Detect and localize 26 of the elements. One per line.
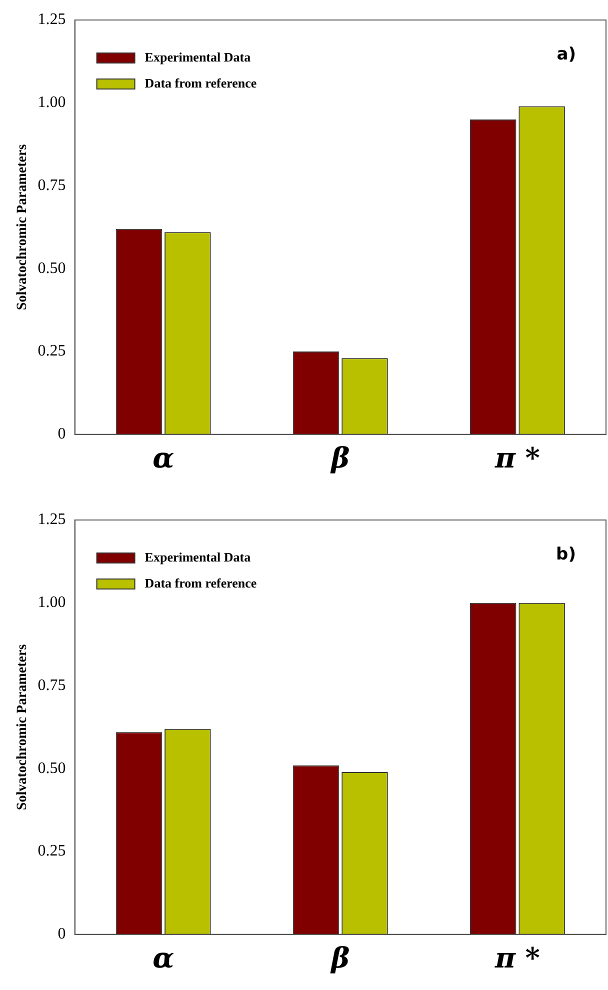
legend-label: Data from reference xyxy=(144,75,257,90)
x-tick-label: α xyxy=(152,441,174,474)
y-tick-label: 0.75 xyxy=(38,176,66,194)
y-axis-title: Solvatochromic Parameters xyxy=(15,644,30,810)
y-tick-label: 0 xyxy=(58,926,66,943)
y-tick-label: 1.00 xyxy=(38,594,66,612)
y-tick-label: 0.75 xyxy=(38,676,66,694)
x-tick-label: β xyxy=(330,941,350,974)
y-tick-label: 0.50 xyxy=(38,760,66,777)
annotation: b) xyxy=(556,544,576,564)
x-tick-label: π * xyxy=(494,941,540,974)
y-tick-label: 0.50 xyxy=(38,260,66,277)
x-tick-label: α xyxy=(152,941,174,974)
y-tick-label: 0.25 xyxy=(38,342,66,360)
legend-label: Experimental Data xyxy=(144,49,252,64)
x-tick-label: β xyxy=(330,441,350,474)
y-axis-title: Solvatochromic Parameters xyxy=(15,144,30,310)
annotation: a) xyxy=(556,44,576,64)
legend-label: Experimental Data xyxy=(144,549,252,564)
y-tick-label: 0 xyxy=(58,426,66,443)
y-tick-label: 1.25 xyxy=(38,11,66,28)
y-tick-label: 0.25 xyxy=(38,842,66,860)
y-tick-label: 1.25 xyxy=(38,511,66,528)
y-tick-label: 1.00 xyxy=(38,94,66,112)
legend-label: Data from reference xyxy=(144,575,257,590)
x-tick-label: π * xyxy=(494,441,540,474)
